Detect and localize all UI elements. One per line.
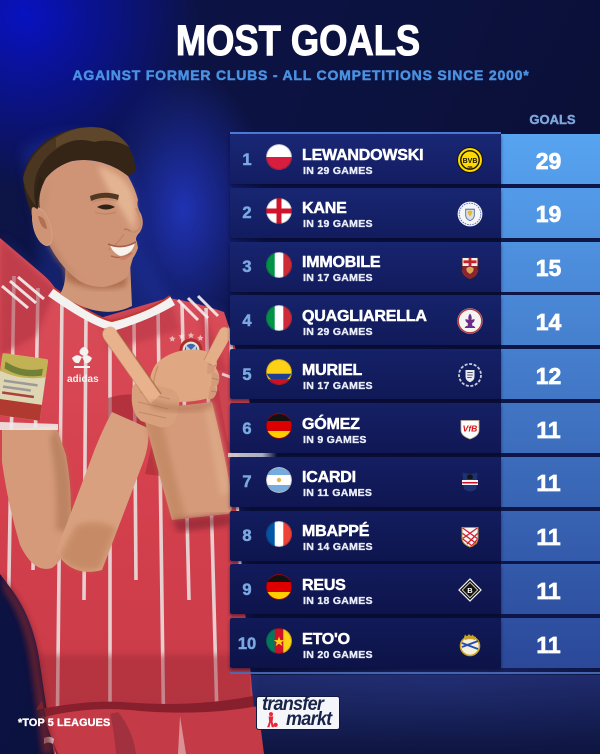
- svg-text:adidas: adidas: [67, 374, 99, 385]
- svg-text:09: 09: [467, 165, 473, 170]
- svg-text:BVB: BVB: [463, 158, 478, 165]
- svg-text:VfB: VfB: [463, 424, 478, 434]
- svg-text:B: B: [467, 586, 473, 595]
